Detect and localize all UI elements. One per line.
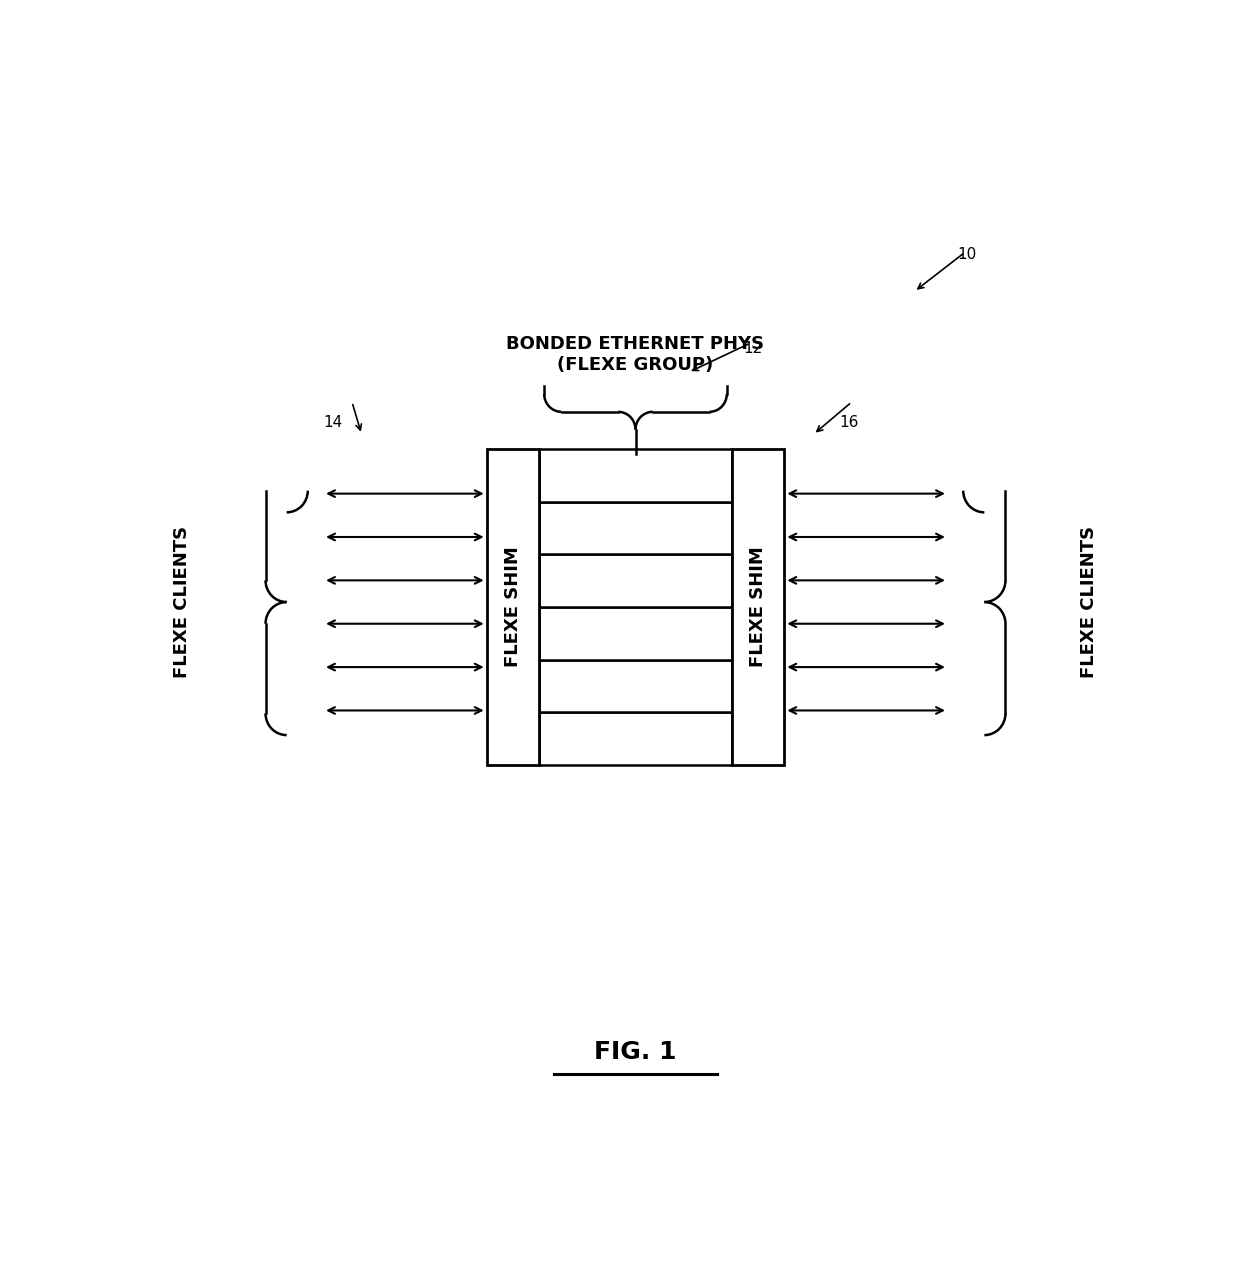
Text: FLEXE CLIENTS: FLEXE CLIENTS — [1080, 526, 1099, 678]
Text: (FLEXE GROUP): (FLEXE GROUP) — [557, 356, 714, 374]
Bar — [539, 449, 732, 502]
Bar — [486, 449, 539, 764]
Text: FIG. 1: FIG. 1 — [594, 1041, 677, 1065]
Text: FLEXE CLIENTS: FLEXE CLIENTS — [172, 526, 191, 678]
Text: 12: 12 — [743, 340, 763, 356]
Text: 10: 10 — [957, 247, 977, 262]
Bar — [539, 502, 732, 554]
Bar — [732, 449, 785, 764]
Text: FLEXE SHIM: FLEXE SHIM — [749, 547, 768, 667]
Bar — [539, 659, 732, 712]
Text: 14: 14 — [324, 415, 342, 430]
Bar — [539, 712, 732, 764]
Bar — [539, 607, 732, 659]
Text: BONDED ETHERNET PHYS: BONDED ETHERNET PHYS — [506, 334, 765, 353]
Text: 16: 16 — [839, 415, 858, 430]
Text: FLEXE SHIM: FLEXE SHIM — [503, 547, 522, 667]
Bar — [539, 554, 732, 607]
